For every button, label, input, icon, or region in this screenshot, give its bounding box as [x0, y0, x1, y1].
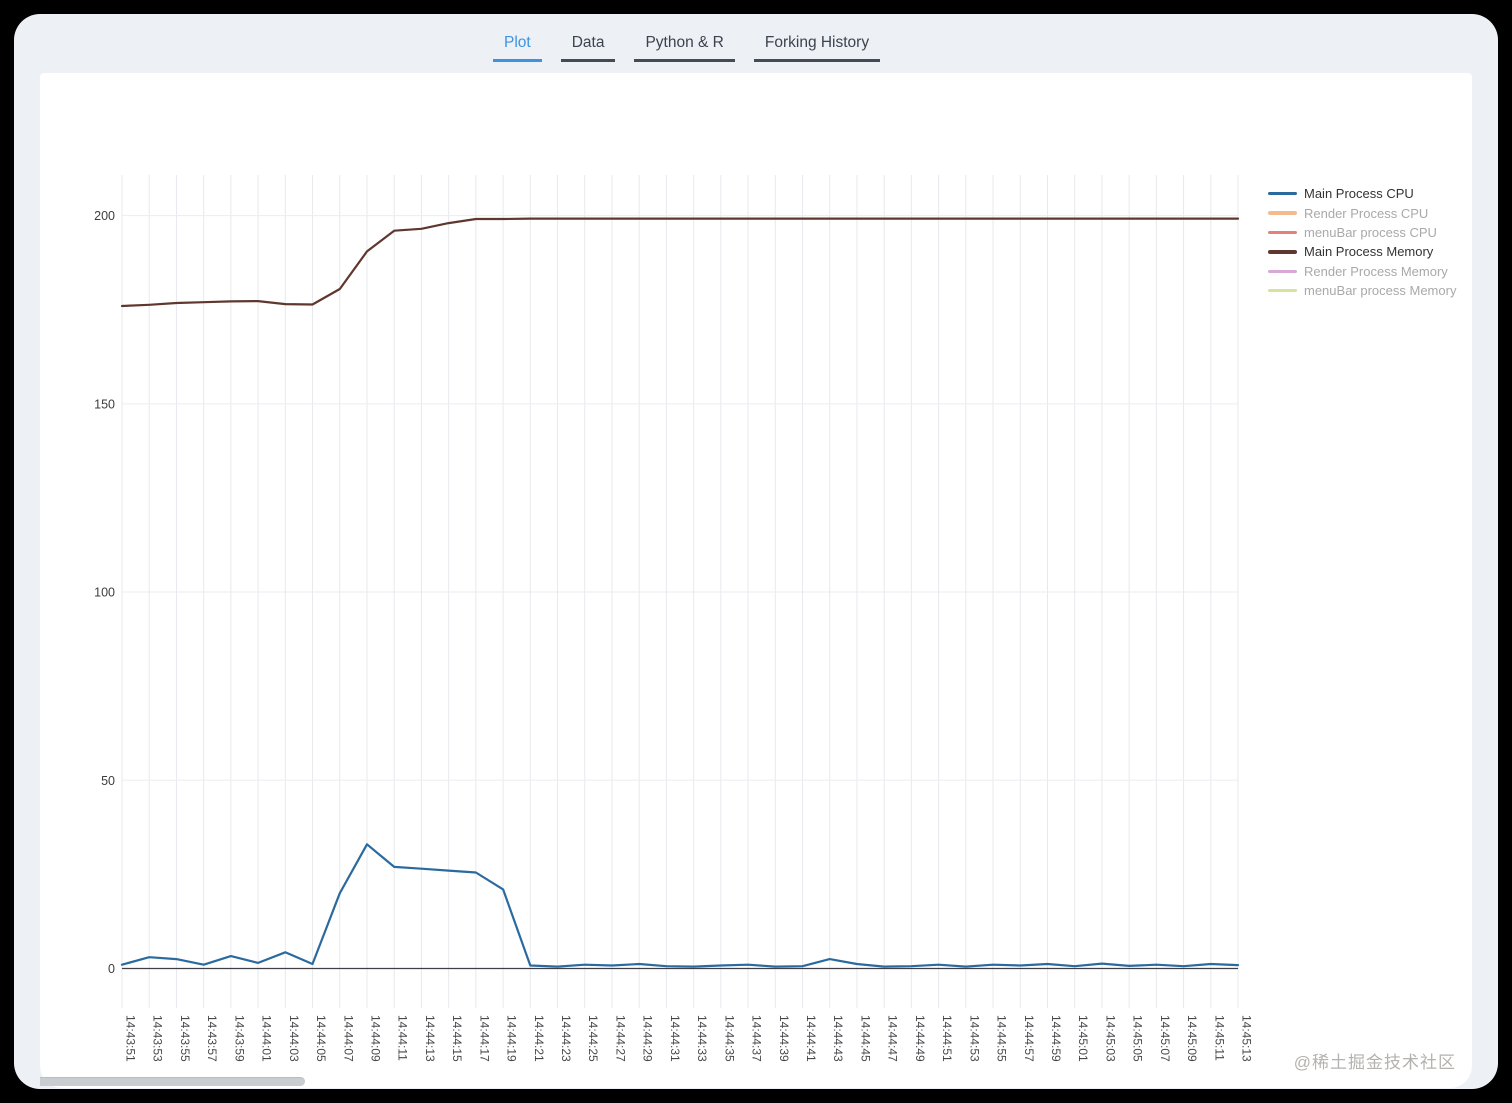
legend-item-main-process-memory[interactable]: Main Process Memory: [1268, 242, 1456, 261]
x-axis-tick-label: 14:44:43: [831, 1015, 845, 1062]
y-axis-tick-label: 0: [108, 962, 115, 976]
x-axis-tick-label: 14:44:07: [341, 1015, 355, 1062]
legend-line-swatch: [1268, 191, 1297, 196]
x-axis-tick-label: 14:44:47: [886, 1015, 900, 1062]
x-axis-tick-label: 14:45:09: [1185, 1015, 1199, 1062]
x-axis-tick-label: 14:43:57: [205, 1015, 219, 1062]
x-axis-tick-label: 14:44:29: [641, 1015, 655, 1062]
x-axis-tick-label: 14:43:51: [124, 1015, 138, 1062]
x-axis-tick-label: 14:43:53: [151, 1015, 165, 1062]
x-axis-tick-label: 14:44:51: [940, 1015, 954, 1062]
legend-label: Main Process Memory: [1304, 244, 1434, 260]
line-chart[interactable]: 0 50 100 150 200 14:43:51 14:43:53 14:43:55 14:4…: [40, 73, 1472, 1088]
legend-label: menuBar process CPU: [1304, 224, 1437, 240]
x-axis-tick-label: 14:44:39: [777, 1015, 791, 1062]
legend-item-menubar-process-cpu[interactable]: menuBar process CPU: [1268, 223, 1456, 242]
x-axis-tick-label: 14:44:05: [314, 1015, 328, 1062]
x-axis-tick-label: 14:44:15: [450, 1015, 464, 1062]
legend-item-main-process-cpu[interactable]: Main Process CPU: [1268, 184, 1456, 203]
series-line-main-process-cpu: [120, 843, 1240, 968]
x-axis-tick-label: 14:45:11: [1212, 1015, 1226, 1061]
legend-item-render-process-memory[interactable]: Render Process Memory: [1268, 262, 1456, 281]
x-axis-tick-label: 14:44:35: [722, 1015, 736, 1062]
y-axis-tick-label: 150: [94, 397, 115, 411]
legend-label: menuBar process Memory: [1304, 283, 1457, 299]
tab-data[interactable]: Data: [560, 33, 616, 62]
x-axis-tick-label: 14:44:19: [505, 1015, 519, 1062]
legend-line-swatch: [1268, 288, 1297, 293]
x-axis-tick-label: 14:44:55: [995, 1015, 1009, 1062]
y-axis-tick-label: 50: [101, 774, 115, 788]
x-axis-tick-label: 14:44:03: [287, 1015, 301, 1062]
x-axis-tick-label: 14:45:05: [1131, 1015, 1145, 1062]
x-axis-tick-label: 14:44:13: [423, 1015, 437, 1062]
watermark: @稀土掘金技术社区: [1293, 1053, 1456, 1072]
legend-label: Render Process Memory: [1304, 263, 1448, 279]
x-axis-tick-label: 14:44:45: [858, 1015, 872, 1062]
legend-line-swatch: [1268, 269, 1297, 273]
tab-bar: Plot Data Python & R Forking History: [14, 14, 1498, 73]
x-axis-tick-label: 14:45:07: [1158, 1015, 1172, 1062]
x-axis-tick-label: 14:44:21: [532, 1015, 546, 1062]
x-axis-tick-label: 14:45:01: [1076, 1015, 1090, 1062]
app-window: Plot Data Python & R Forking History 0 50…: [14, 14, 1498, 1089]
tab-forking-history[interactable]: Forking History: [753, 33, 881, 62]
x-axis-tick-label: 14:44:33: [695, 1015, 709, 1062]
x-axis-tick-label: 14:44:09: [368, 1015, 382, 1062]
x-axis-tick-label: 14:44:53: [967, 1015, 981, 1062]
legend-item-render-process-cpu[interactable]: Render Process CPU: [1268, 203, 1456, 222]
horizontal-scrollbar-thumb[interactable]: [40, 1077, 305, 1086]
y-axis-tick-label: 100: [94, 586, 115, 600]
x-axis-tick-label: 14:44:41: [804, 1015, 818, 1062]
x-axis-tick-label: 14:44:01: [260, 1015, 274, 1062]
x-axis-tick-label: 14:45:03: [1103, 1015, 1117, 1062]
legend-label: Main Process CPU: [1304, 186, 1414, 202]
y-axis-tick-label: 200: [94, 209, 115, 223]
x-axis-tick-label: 14:44:27: [613, 1015, 627, 1062]
x-axis-tick-label: 14:44:31: [668, 1015, 682, 1062]
legend-line-swatch: [1268, 250, 1297, 254]
x-axis-tick-label: 14:44:57: [1022, 1015, 1036, 1062]
chart-legend: Main Process CPU Render Process CPU menuBa…: [1268, 184, 1456, 300]
tab-plot[interactable]: Plot: [493, 33, 542, 62]
x-axis-tick-label: 14:45:13: [1240, 1015, 1254, 1062]
x-axis-tick-label: 14:43:55: [178, 1015, 192, 1062]
legend-line-swatch: [1268, 230, 1297, 235]
x-axis-tick-label: 14:44:17: [477, 1015, 491, 1062]
legend-label: Render Process CPU: [1304, 205, 1429, 221]
series-line-main-process-memory: [120, 217, 1240, 308]
x-axis-tick-label: 14:44:37: [750, 1015, 764, 1062]
x-axis-tick-label: 14:44:49: [913, 1015, 927, 1062]
x-axis-tick-label: 14:43:59: [232, 1015, 246, 1062]
plot-panel: 0 50 100 150 200 14:43:51 14:43:53 14:43:55 14:4…: [40, 73, 1472, 1088]
x-axis-tick-label: 14:44:59: [1049, 1015, 1063, 1062]
legend-line-swatch: [1268, 211, 1297, 215]
legend-item-menubar-process-memory[interactable]: menuBar process Memory: [1268, 281, 1456, 300]
x-axis-tick-label: 14:44:23: [559, 1015, 573, 1062]
x-axis-tick-label: 14:44:11: [396, 1015, 410, 1061]
x-axis-tick-label: 14:44:25: [586, 1015, 600, 1062]
tab-python-r[interactable]: Python & R: [634, 33, 735, 62]
